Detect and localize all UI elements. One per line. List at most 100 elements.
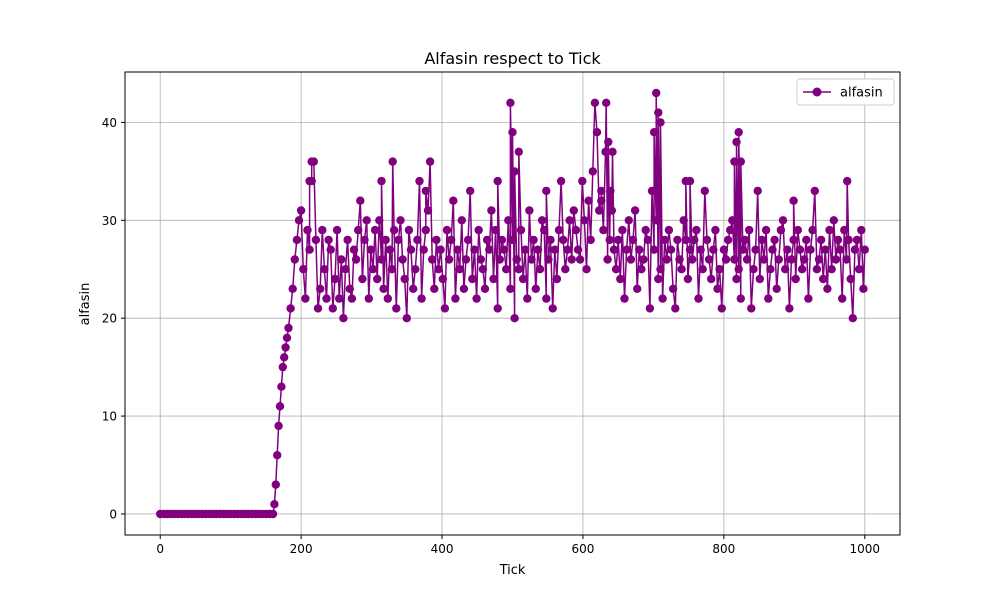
data-point <box>296 206 306 215</box>
data-point <box>656 265 665 274</box>
data-point <box>787 255 796 264</box>
legend-box <box>796 78 895 106</box>
data-point <box>749 265 758 274</box>
data-point <box>324 235 333 245</box>
x-tick-label: 0 <box>156 542 164 556</box>
data-point <box>356 196 365 205</box>
data-point <box>846 274 855 284</box>
data-point <box>690 235 699 245</box>
x-tick-label: 600 <box>572 542 595 556</box>
data-point <box>652 216 661 225</box>
data-point <box>645 304 655 313</box>
data-point <box>842 255 851 264</box>
data-point <box>453 245 462 254</box>
data-point <box>274 421 283 431</box>
data-point <box>510 167 519 176</box>
data-point <box>620 294 629 303</box>
data-point <box>328 304 337 313</box>
data-point <box>764 294 773 303</box>
data-point <box>531 284 540 293</box>
data-point <box>341 265 350 274</box>
data-point <box>281 343 290 352</box>
data-point <box>438 274 447 284</box>
data-point <box>388 157 397 166</box>
data-point <box>709 245 718 254</box>
data-point <box>542 294 551 303</box>
data-point <box>637 265 646 274</box>
x-axis-label: Tick <box>499 563 526 578</box>
data-point <box>797 265 807 274</box>
data-point <box>290 255 299 264</box>
data-point <box>482 235 492 245</box>
data-point <box>288 284 297 293</box>
data-point <box>825 225 834 235</box>
data-point <box>730 157 739 166</box>
data-point <box>599 225 608 235</box>
data-point <box>491 225 500 235</box>
data-point <box>311 235 321 245</box>
data-point <box>833 235 843 245</box>
data-point <box>666 245 676 254</box>
data-point <box>649 128 659 137</box>
data-point <box>571 225 581 235</box>
data-point <box>772 284 781 293</box>
data-point <box>673 235 682 245</box>
ticks: 0 200 400 600 800 1000 0 10 20 30 40 <box>102 116 880 556</box>
data-point <box>751 245 760 254</box>
data-point <box>664 225 674 235</box>
data-point <box>521 245 530 254</box>
data-point <box>707 274 716 284</box>
data-point <box>493 176 502 186</box>
y-tick-label: 20 <box>102 312 117 326</box>
data-point <box>271 480 280 489</box>
data-point <box>783 245 792 254</box>
data-point <box>726 225 735 235</box>
data-point <box>717 304 726 313</box>
data-point <box>485 245 494 254</box>
data-point <box>588 167 597 176</box>
data-point <box>757 235 767 245</box>
data-point <box>320 265 329 274</box>
data-point <box>630 206 640 215</box>
data-point <box>354 225 363 235</box>
data-point <box>806 245 815 254</box>
data-point <box>442 225 452 235</box>
data-point <box>402 314 411 323</box>
data-point <box>590 98 600 108</box>
data-point <box>313 304 323 313</box>
data-point <box>398 255 407 264</box>
data-point <box>753 186 762 196</box>
data-point <box>584 196 593 205</box>
data-point <box>578 176 587 186</box>
data-point <box>761 225 771 235</box>
data-point <box>683 274 693 284</box>
data-point <box>387 265 397 274</box>
data-point <box>529 235 538 245</box>
data-point <box>419 245 428 254</box>
data-point <box>789 196 798 205</box>
data-point <box>533 245 543 254</box>
data-point <box>606 186 615 196</box>
data-point <box>860 245 869 254</box>
data-point <box>671 304 680 313</box>
data-point <box>595 206 604 215</box>
data-point <box>662 255 671 264</box>
data-point <box>400 274 409 284</box>
data-point <box>668 284 678 293</box>
data-point <box>518 274 528 284</box>
data-point <box>506 284 515 293</box>
data-point <box>747 304 756 313</box>
data-point <box>713 284 722 293</box>
data-point <box>852 235 862 245</box>
data-point <box>827 265 836 274</box>
data-point <box>704 255 714 264</box>
data-point <box>370 225 380 235</box>
data-point <box>614 235 623 245</box>
chart-title: Alfasin respect to Tick <box>424 49 601 68</box>
data-point <box>510 314 519 323</box>
data-point <box>506 98 515 108</box>
data-point <box>819 274 828 284</box>
data-point <box>679 216 688 225</box>
data-point <box>434 265 443 274</box>
data-point <box>270 500 279 509</box>
